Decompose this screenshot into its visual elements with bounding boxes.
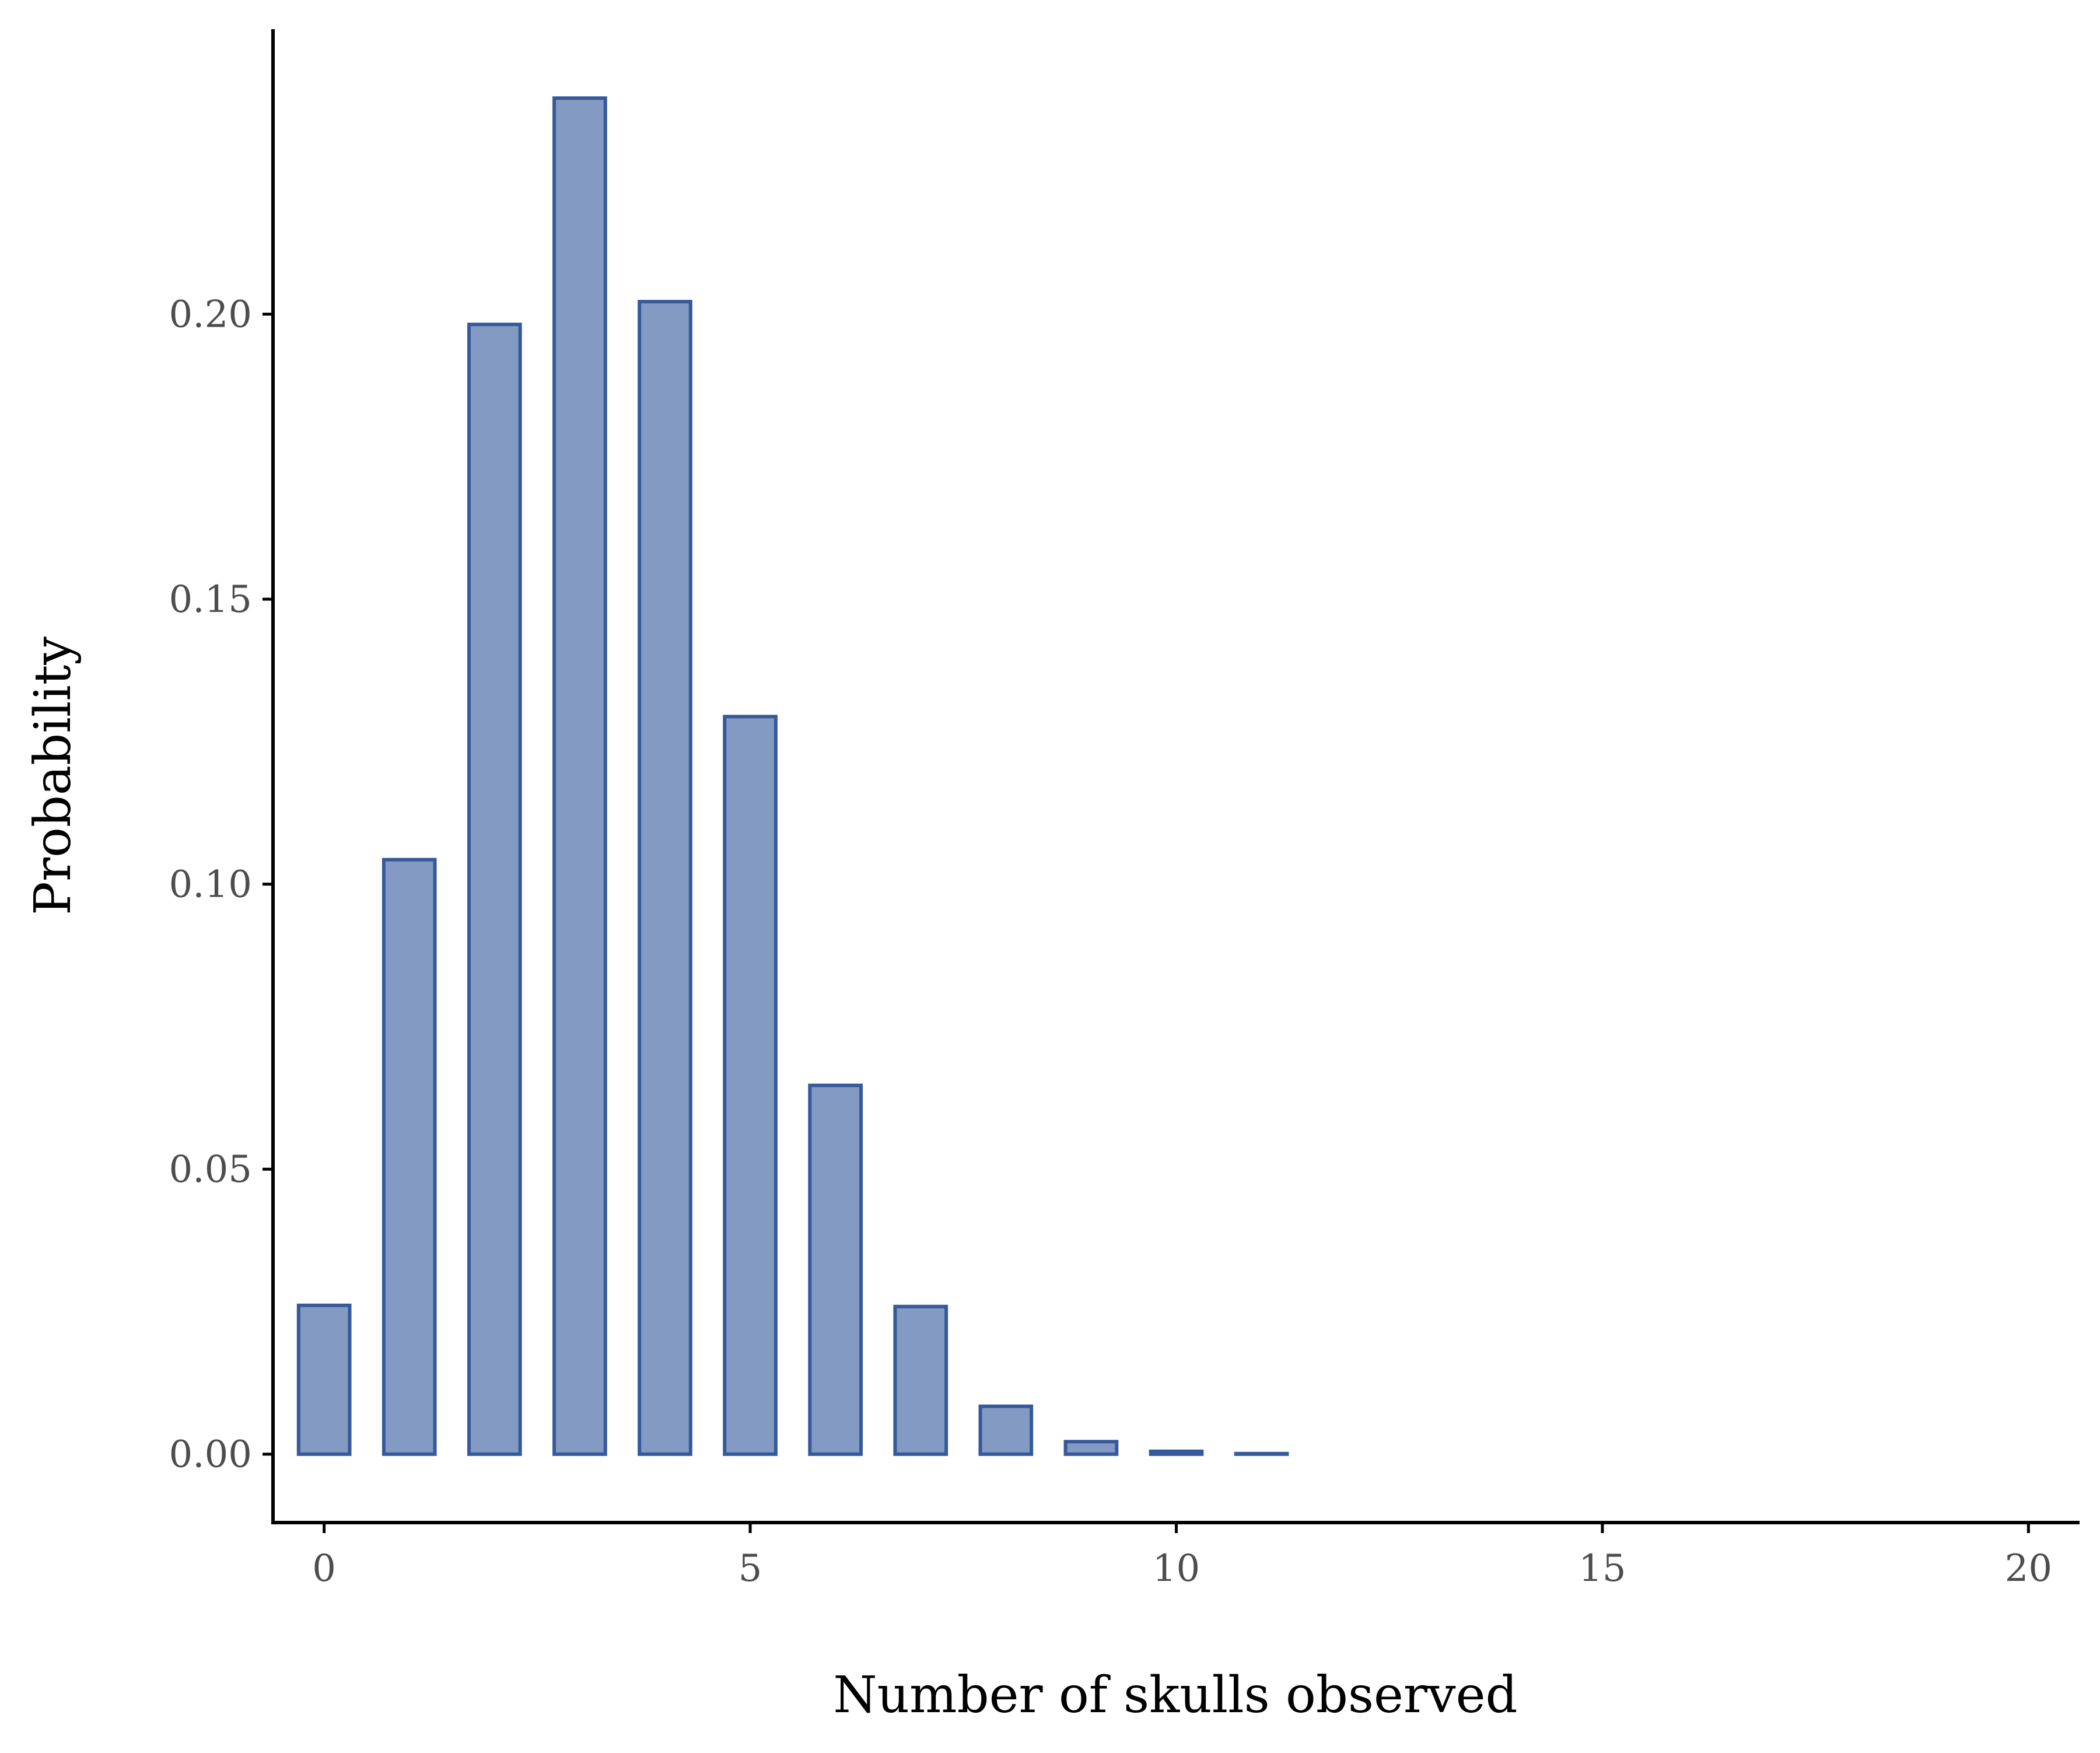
- x-tick-label: 5: [738, 1547, 762, 1590]
- x-tick-label: 20: [2005, 1547, 2052, 1590]
- y-tick-label: 0.05: [169, 1148, 253, 1191]
- bar-7: [893, 1304, 949, 1456]
- bar-8: [978, 1404, 1034, 1456]
- x-ticks-layer: 0 5 10 15 20: [312, 1523, 2052, 1590]
- y-axis-title: Probability: [24, 636, 82, 915]
- x-tick-label: 10: [1153, 1547, 1200, 1590]
- y-tick-label: 0.15: [169, 578, 253, 621]
- bars-layer: [296, 96, 1289, 1456]
- bar-9: [1063, 1440, 1119, 1456]
- axes-layer: [271, 29, 2080, 1524]
- x-axis-title: Number of skulls observed: [833, 1666, 1517, 1724]
- x-tick-label: 0: [312, 1547, 336, 1590]
- bar-3: [552, 96, 607, 1456]
- y-tick-label: 0.00: [169, 1433, 253, 1476]
- bar-0: [296, 1303, 352, 1456]
- bar-6: [808, 1083, 863, 1456]
- bar-2: [467, 323, 522, 1456]
- bar-10: [1149, 1449, 1204, 1456]
- bar-1: [382, 858, 437, 1456]
- x-tick-label: 15: [1578, 1547, 1626, 1590]
- bar-4: [638, 300, 692, 1456]
- y-tick-label: 0.20: [169, 293, 253, 337]
- y-tick-label: 0.10: [169, 863, 253, 907]
- bar-5: [723, 715, 778, 1456]
- y-ticks-layer: 0.00 0.05 0.10 0.15 0.20: [169, 293, 273, 1476]
